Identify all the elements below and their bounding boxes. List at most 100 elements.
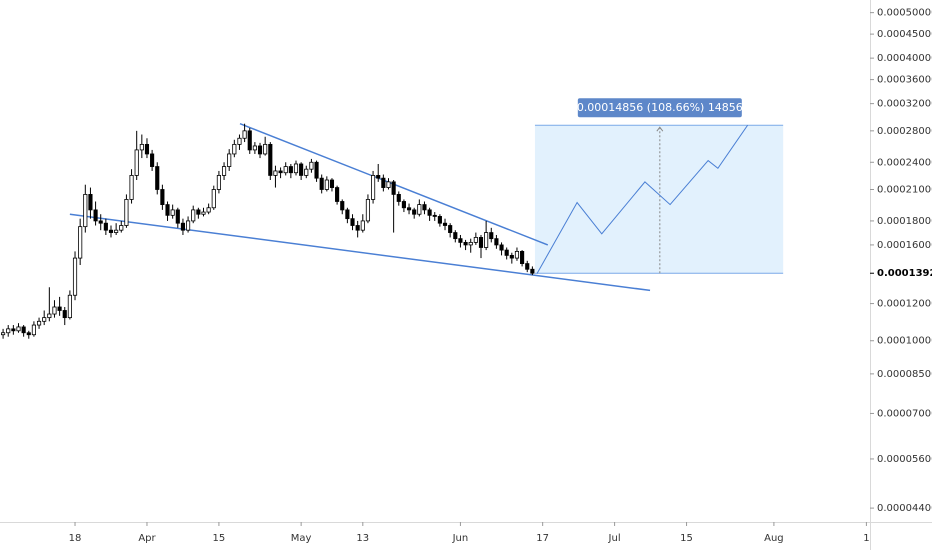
candle-body	[242, 130, 247, 139]
candle-body	[473, 237, 478, 243]
candle-body	[83, 194, 88, 228]
current-price-label: 0.00013926	[877, 268, 932, 279]
candle-body	[155, 166, 160, 190]
candle-body	[360, 220, 365, 231]
y-tick-label: 0.00018000	[877, 216, 932, 227]
x-tick-label: 1	[863, 533, 869, 544]
candle-body	[432, 214, 437, 217]
measure-arrowhead	[656, 126, 664, 132]
candle-body	[88, 194, 93, 211]
candle-body	[458, 238, 463, 243]
candle-body	[170, 209, 175, 216]
candle-body	[47, 313, 52, 319]
candle-body	[304, 168, 309, 176]
y-tick-label: 0.00010000	[877, 336, 932, 347]
y-tick-label: 0.00050000	[877, 8, 932, 19]
candle-body	[396, 194, 401, 202]
candle-body	[16, 326, 21, 332]
candle-body	[175, 209, 180, 224]
candle-body	[401, 201, 406, 209]
candle-body	[417, 204, 422, 215]
candle-body	[108, 229, 114, 233]
candle-body	[371, 175, 376, 200]
candle-body	[263, 143, 268, 155]
measure-label-bg	[577, 98, 742, 118]
candle-body	[278, 170, 283, 174]
candle-body	[211, 189, 216, 209]
candle-body	[186, 220, 191, 231]
candle-body	[489, 232, 494, 240]
candle-body	[520, 250, 525, 264]
candle-body	[442, 222, 448, 226]
candle-body	[391, 181, 396, 195]
candle-body	[381, 177, 386, 188]
candle-body	[52, 306, 57, 315]
candle-body	[165, 204, 170, 216]
y-tick-label: 0.00007000	[877, 408, 932, 419]
y-tick-label: 0.00004400	[877, 503, 932, 514]
candle-body	[98, 220, 103, 224]
y-tick-label: 0.00028000	[877, 126, 932, 137]
x-tick-label: May	[291, 533, 312, 544]
candle-body	[93, 209, 98, 222]
candle-body	[293, 163, 299, 174]
candle-body	[62, 310, 67, 319]
candle-body	[124, 199, 129, 226]
candle-body	[252, 145, 257, 151]
candle-body	[329, 179, 335, 188]
candle-body	[42, 317, 47, 322]
measure-label: 0.00014856 (108.66%) 14856	[577, 101, 743, 114]
candle-body	[206, 207, 211, 213]
y-tick-label: 0.00024000	[877, 157, 932, 168]
candle-body	[365, 199, 371, 222]
candle-body	[139, 143, 144, 151]
x-tick-label: 17	[536, 533, 549, 544]
candle-body	[78, 226, 83, 259]
candle-body	[345, 209, 350, 220]
y-tick-label: 0.00005600	[877, 454, 932, 465]
candle-body	[335, 187, 340, 202]
x-tick-label: Aug	[764, 533, 784, 544]
candle-body	[26, 332, 31, 336]
y-tick-label: 0.00016000	[877, 240, 932, 251]
candle-body	[103, 222, 108, 231]
candle-body	[509, 254, 514, 259]
candle-body	[191, 209, 196, 222]
candle-body	[247, 130, 252, 151]
candle-body	[11, 328, 16, 332]
candle-body	[67, 294, 72, 319]
x-tick-label: Jun	[452, 533, 469, 544]
x-tick-label: Apr	[138, 533, 156, 544]
candle-body	[525, 263, 530, 270]
candle-body	[257, 145, 263, 155]
y-tick-label: 0.00012000	[877, 299, 932, 310]
candle-body	[237, 137, 242, 145]
candle-body	[319, 177, 324, 190]
candle-body	[232, 143, 237, 155]
candle-body	[484, 232, 489, 248]
candle-body	[453, 232, 458, 240]
projection-path	[536, 124, 749, 274]
candle-body	[31, 324, 36, 336]
candle-body	[57, 306, 62, 311]
axes: 0.00050000 0.00045000 0.00040000 0.00036000…	[69, 8, 932, 544]
candle-body	[221, 166, 227, 176]
x-tick-label: 18	[69, 533, 82, 544]
candle-body	[350, 218, 355, 226]
candle-body	[514, 250, 520, 259]
candle-body	[129, 175, 134, 200]
candle-body	[216, 175, 221, 190]
candle-body	[1, 332, 6, 336]
x-tick-label: 15	[213, 533, 226, 544]
candle-body	[273, 170, 278, 176]
candle-body	[119, 225, 124, 231]
candle-body	[134, 149, 139, 176]
candle-body	[6, 328, 11, 334]
candle-body	[196, 209, 201, 215]
candle-body	[201, 211, 206, 215]
candle-body	[144, 143, 150, 155]
candle-body	[448, 225, 453, 233]
candle-body	[160, 189, 165, 205]
candle-body	[494, 238, 499, 246]
